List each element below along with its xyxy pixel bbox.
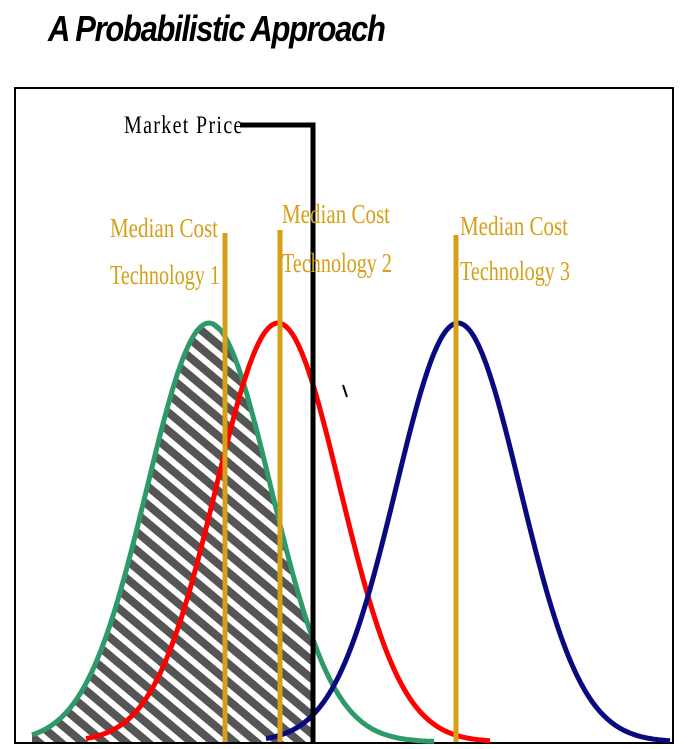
slide-title: A Probabilistic Approach [48, 8, 386, 49]
technology-2-label: Median Cost Technology 2 [282, 199, 392, 278]
distribution-diagram: Market Price Median Cost Technology 1 Me… [14, 87, 674, 744]
technology-3-label-line-2: Technology 3 [460, 256, 570, 286]
technology-1-label: Median Cost Technology 1 [110, 213, 220, 290]
technology-1-label-line-2: Technology 1 [110, 260, 220, 290]
technology-1-label-line-1: Median Cost [110, 213, 218, 243]
hatched-probability-area [32, 323, 313, 742]
stray-mark [342, 384, 348, 398]
market-price-label: Market Price [124, 111, 242, 139]
market-price-line [240, 122, 316, 742]
diagram-border [14, 87, 674, 744]
technology-3-distribution-curve [265, 320, 671, 744]
technology-3-label: Median Cost Technology 3 [460, 211, 570, 286]
technology-1-distribution-curve [31, 320, 435, 744]
technology-2-distribution-curve [85, 320, 491, 744]
technology-2-label-line-2: Technology 2 [282, 248, 392, 278]
technology-2-label-line-1: Median Cost [282, 199, 390, 229]
technology-3-label-line-1: Median Cost [460, 211, 568, 241]
